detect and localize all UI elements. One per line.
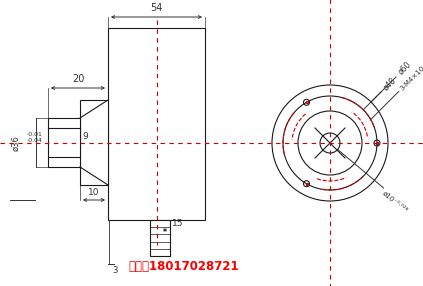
Text: ø60: ø60 — [397, 59, 414, 76]
Text: ø36: ø36 — [11, 135, 20, 151]
Text: 54: 54 — [150, 3, 163, 13]
Text: 15: 15 — [172, 219, 184, 228]
Text: 3-M4×10: 3-M4×10 — [399, 64, 423, 92]
Text: ø10⁻⁰⋅⁰²⁸: ø10⁻⁰⋅⁰²⁸ — [382, 190, 409, 214]
Text: 20: 20 — [72, 74, 84, 84]
Bar — [108, 28, 205, 220]
Bar — [150, 220, 170, 256]
Bar — [80, 100, 108, 185]
Text: -0.04: -0.04 — [27, 138, 43, 144]
Text: 3: 3 — [112, 266, 117, 275]
Text: 10: 10 — [88, 188, 100, 197]
Text: ø48: ø48 — [381, 75, 398, 92]
Text: 手机：18017028721: 手机：18017028721 — [128, 260, 239, 273]
Text: -0.01: -0.01 — [27, 132, 43, 136]
Bar — [48, 118, 80, 167]
Text: 9: 9 — [82, 132, 88, 141]
